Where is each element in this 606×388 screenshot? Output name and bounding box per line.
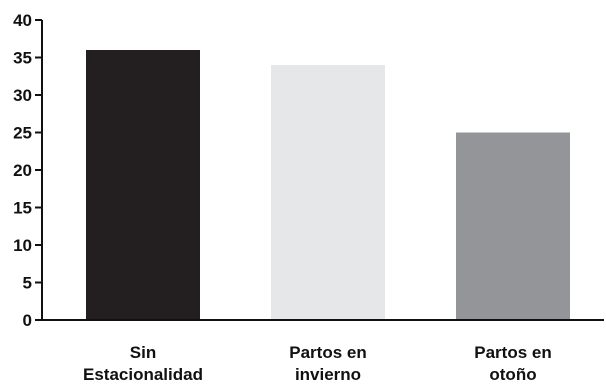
y-tick-label: 40 bbox=[13, 11, 32, 30]
bar-3 bbox=[456, 132, 570, 320]
y-tick-label: 25 bbox=[13, 124, 32, 143]
category-label-line: Partos en bbox=[474, 343, 551, 362]
category-label-line: otoño bbox=[489, 365, 536, 384]
y-tick-label: 35 bbox=[13, 49, 32, 68]
category-label: Partos en invierno bbox=[289, 343, 366, 384]
y-tick-label: 20 bbox=[13, 161, 32, 180]
bar-1 bbox=[86, 50, 200, 320]
y-tick-label: 30 bbox=[13, 86, 32, 105]
category-label-line: Sin bbox=[130, 343, 156, 362]
y-tick-label: 10 bbox=[13, 236, 32, 255]
category-label-line: invierno bbox=[295, 365, 361, 384]
category-label-line: Estacionalidad bbox=[83, 365, 203, 384]
y-tick-label: 0 bbox=[23, 311, 32, 330]
y-tick-label: 5 bbox=[23, 274, 32, 293]
category-label: Partos en otoño bbox=[474, 343, 551, 384]
category-label: Sin Estacionalidad bbox=[83, 343, 203, 384]
bar-2 bbox=[271, 65, 385, 320]
bars bbox=[86, 50, 570, 320]
y-axis: 0 5 10 15 20 25 30 35 40 bbox=[13, 11, 43, 330]
category-label-line: Partos en bbox=[289, 343, 366, 362]
y-tick-label: 15 bbox=[13, 199, 32, 218]
